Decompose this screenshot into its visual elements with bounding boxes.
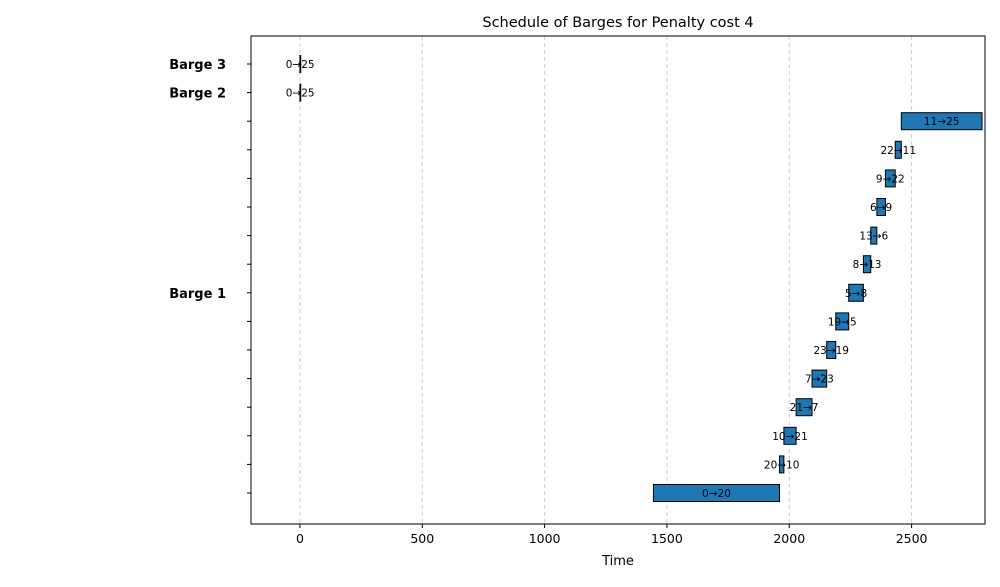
task-label: 9→22 — [876, 173, 905, 185]
task-label: 0→20 — [702, 488, 731, 500]
task-bar — [870, 226, 878, 245]
x-tick-label: 1500 — [651, 531, 683, 546]
task-label: 5→8 — [845, 288, 867, 300]
task-bar — [876, 198, 886, 216]
task-bar — [835, 312, 850, 331]
x-axis: 0 500 1000 1500 2000 2500 — [296, 524, 928, 546]
task-label: 0→25 — [286, 59, 315, 71]
y-row-label: Barge 3 — [169, 58, 226, 73]
task-bar — [900, 112, 983, 131]
task-label: 21→7 — [790, 402, 819, 414]
x-tick-label: 2500 — [896, 531, 928, 546]
task-bar — [299, 83, 302, 102]
task-bar — [778, 455, 785, 474]
task-bar — [848, 283, 864, 302]
y-row-label: Barge 1 — [169, 287, 226, 302]
task-bar — [894, 140, 902, 159]
task-bar — [795, 398, 813, 417]
grid-lines — [299, 36, 913, 524]
y-axis: Barge 3 Barge 2 Barge 1 — [169, 58, 251, 494]
task-label: 23→19 — [813, 345, 849, 357]
task-bar — [652, 484, 780, 502]
task-label: 6→9 — [870, 202, 892, 214]
task-label: 10→21 — [772, 431, 808, 443]
y-row-label: Barge 2 — [169, 87, 226, 102]
x-axis-label: Time — [601, 554, 634, 569]
x-tick-label: 500 — [410, 531, 434, 546]
x-tick-label: 2000 — [773, 531, 805, 546]
task-bar — [811, 369, 828, 388]
task-label: 7→23 — [805, 374, 834, 386]
task-label: 11→25 — [924, 116, 960, 128]
plot-frame — [250, 35, 986, 525]
task-bar — [884, 169, 896, 188]
x-tick-label: 1000 — [529, 531, 561, 546]
x-tick-label: 0 — [296, 531, 304, 546]
chart-title: Schedule of Barges for Penalty cost 4 — [482, 15, 753, 31]
task-bars — [299, 55, 983, 502]
task-label: 19→5 — [828, 316, 857, 328]
task-label: 0→25 — [286, 88, 315, 100]
task-bar — [826, 341, 837, 359]
task-label: 20→10 — [764, 459, 800, 471]
task-bar — [299, 55, 302, 73]
task-label: 13→6 — [859, 231, 888, 243]
task-labels: 0→20 20→10 10→21 21→7 7→23 23→19 19→5 5→8 8→13 13… — [286, 59, 960, 500]
task-bar — [862, 255, 872, 274]
task-label: 22→11 — [881, 145, 917, 157]
task-label: 8→13 — [853, 259, 882, 271]
task-bar — [783, 426, 797, 445]
